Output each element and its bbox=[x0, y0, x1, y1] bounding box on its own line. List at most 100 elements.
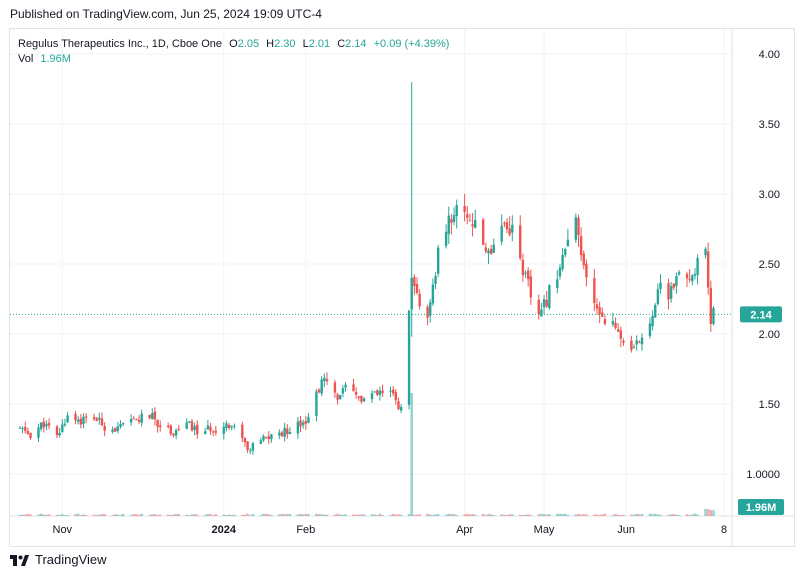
volume-bar bbox=[394, 514, 398, 516]
volume-bar bbox=[471, 513, 474, 516]
candle-body bbox=[611, 320, 615, 325]
candle-body bbox=[466, 214, 469, 218]
volume-bar bbox=[484, 515, 488, 516]
candle-body bbox=[296, 421, 300, 434]
candle-body bbox=[47, 422, 51, 426]
candle-body bbox=[206, 425, 210, 430]
candle-body bbox=[177, 428, 180, 430]
volume-bar bbox=[672, 513, 675, 516]
price-tick-label: 4.00 bbox=[759, 49, 780, 61]
volume-bar bbox=[21, 514, 24, 516]
candle-body bbox=[614, 322, 617, 329]
volume-bar bbox=[487, 513, 490, 516]
volume-bar bbox=[18, 514, 22, 516]
candle-body bbox=[103, 425, 106, 431]
candle-body bbox=[529, 276, 533, 298]
volume-bar bbox=[434, 514, 437, 516]
candle-body bbox=[283, 427, 286, 437]
volume-bar bbox=[159, 514, 162, 516]
candle-body bbox=[264, 437, 268, 439]
candle-body bbox=[344, 384, 347, 388]
volume-bar bbox=[360, 514, 363, 516]
candle-body bbox=[55, 426, 59, 436]
volume-bar bbox=[579, 514, 583, 516]
candlestick-chart[interactable]: 4.00 3.50 3.00 2.50 2.00 1.50 1.0000 Nov 2024 Feb… bbox=[10, 29, 795, 547]
volume-bar bbox=[315, 513, 318, 516]
volume-bar bbox=[82, 514, 85, 516]
candle-body bbox=[410, 277, 413, 310]
volume-bar bbox=[233, 514, 236, 516]
volume-bar bbox=[267, 514, 270, 516]
candle-body bbox=[675, 276, 678, 286]
volume-bar bbox=[84, 515, 88, 516]
tradingview-footer[interactable]: TradingView bbox=[10, 552, 107, 567]
published-note: Published on TradingView.com, Jun 25, 20… bbox=[10, 7, 322, 21]
volume-bar bbox=[542, 514, 546, 516]
candle-body bbox=[95, 418, 98, 422]
volume-bar bbox=[153, 514, 157, 516]
last-price-label: 2.14 bbox=[750, 309, 772, 321]
volume-bar bbox=[556, 513, 559, 516]
candle-body bbox=[688, 278, 691, 280]
volume-bar bbox=[654, 513, 657, 516]
candle-body bbox=[542, 299, 546, 308]
volume-bar bbox=[505, 514, 509, 516]
volume-bar bbox=[391, 513, 395, 516]
volume-bar bbox=[503, 514, 506, 516]
candle-body bbox=[564, 249, 567, 255]
volume-bar bbox=[341, 514, 345, 516]
low-label: L bbox=[302, 38, 309, 50]
candle-body bbox=[632, 346, 636, 348]
candle-body bbox=[468, 220, 472, 222]
volume-bar bbox=[712, 510, 715, 516]
price-tick-label: 2.50 bbox=[759, 259, 780, 271]
chart-frame[interactable]: 4.00 3.50 3.00 2.50 2.00 1.50 1.0000 Nov 2024 Feb… bbox=[9, 28, 795, 547]
candle-body bbox=[267, 436, 270, 439]
candle-body bbox=[61, 424, 64, 433]
volume-bar bbox=[37, 514, 40, 516]
candle-body bbox=[153, 411, 157, 420]
candle-body bbox=[166, 425, 170, 427]
volume-bar bbox=[156, 514, 159, 516]
volume-bar bbox=[444, 514, 448, 516]
candle-body bbox=[225, 423, 228, 429]
candle-body bbox=[669, 286, 673, 299]
candle-body bbox=[381, 390, 384, 393]
candle-body bbox=[489, 248, 493, 254]
volume-bar bbox=[169, 515, 173, 516]
volume-bar bbox=[373, 514, 376, 516]
candle-body bbox=[259, 440, 263, 444]
volume-bar bbox=[344, 514, 347, 516]
candle-body bbox=[413, 277, 416, 287]
candle-body bbox=[693, 273, 697, 276]
volume-bar bbox=[582, 514, 585, 516]
volume-bar bbox=[119, 514, 122, 516]
volume-bar bbox=[521, 514, 525, 516]
volume-bar bbox=[264, 513, 268, 516]
volume-bar bbox=[648, 513, 652, 516]
volume-bar bbox=[436, 513, 440, 516]
volume-bar bbox=[675, 514, 678, 516]
candle-body bbox=[74, 413, 77, 421]
candle-body bbox=[362, 398, 366, 402]
candle-body bbox=[246, 441, 249, 451]
candle-body bbox=[262, 436, 265, 441]
candle-body bbox=[323, 377, 326, 382]
volume-bar bbox=[376, 515, 379, 516]
volume-bar bbox=[511, 514, 514, 516]
open-value: 2.05 bbox=[237, 38, 260, 50]
candle-body bbox=[174, 430, 178, 436]
volume-bar bbox=[63, 515, 67, 516]
volume-bar bbox=[611, 515, 615, 516]
volume-bar bbox=[410, 393, 413, 516]
volume-bar bbox=[278, 514, 281, 516]
candle-body bbox=[190, 421, 194, 431]
candle-body bbox=[651, 315, 654, 327]
candle-body bbox=[82, 416, 85, 425]
time-tick-label: 2024 bbox=[212, 524, 237, 536]
candle-body bbox=[188, 421, 191, 423]
volume-bar bbox=[651, 513, 654, 516]
volume-bar bbox=[524, 514, 527, 516]
price-tick-label: 2.00 bbox=[759, 329, 780, 341]
volume-bar bbox=[317, 514, 321, 516]
